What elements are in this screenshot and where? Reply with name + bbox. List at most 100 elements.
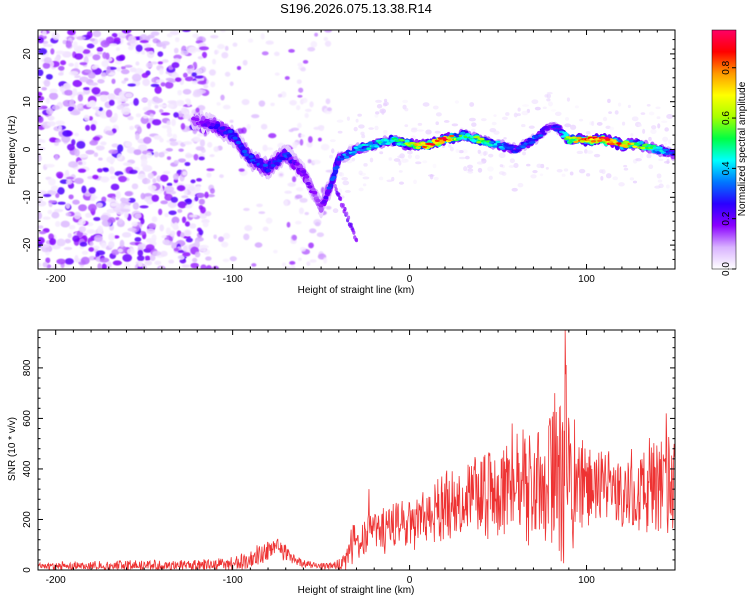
heatmap-cell [307, 159, 312, 164]
heatmap-cell [128, 197, 136, 203]
heatmap-cell [107, 93, 116, 101]
heatmap-cell [72, 79, 83, 88]
heatmap-cell [181, 264, 190, 268]
heatmap-cell [38, 196, 43, 203]
heatmap-cell [574, 105, 579, 109]
heatmap-cell [477, 149, 481, 154]
heatmap-cell [576, 136, 582, 140]
heatmap-cell [48, 200, 58, 204]
heatmap-cell [57, 187, 65, 195]
heatmap-cell [58, 72, 64, 76]
heatmap-cell [449, 146, 454, 152]
heatmap-cell [657, 123, 661, 129]
heatmap-cell [291, 234, 297, 241]
heatmap-cell [199, 120, 205, 124]
heatmap-cell [68, 225, 76, 230]
heatmap-cell [496, 142, 503, 146]
heatmap-cell [477, 167, 483, 173]
heatmap-cell [548, 101, 553, 107]
heatmap-cell [227, 129, 233, 134]
colorbar-tick-label: 0.6 [721, 111, 732, 125]
heatmap-cell [534, 106, 541, 111]
heatmap-cell [585, 173, 591, 177]
heatmap-cell [67, 106, 75, 112]
heatmap-cell [86, 31, 93, 39]
heatmap-cell [77, 168, 87, 173]
heatmap-cell [398, 170, 403, 173]
heatmap-cell [64, 258, 74, 265]
heatmap-cell [295, 194, 303, 199]
heatmap-cell [312, 190, 318, 195]
heatmap-cell [404, 107, 409, 112]
heatmap-cell [242, 149, 248, 154]
heatmap-cell [87, 175, 94, 180]
heatmap-cell [417, 143, 423, 147]
heatmap-cell [178, 148, 184, 152]
heatmap-cell [177, 208, 183, 213]
heatmap-cell [286, 221, 291, 228]
heatmap-cell [344, 190, 351, 193]
heatmap-cell [555, 125, 561, 128]
heatmap-cell [358, 124, 365, 129]
heatmap-cell [158, 104, 168, 108]
heatmap-cell [406, 150, 413, 155]
heatmap-cell [378, 176, 384, 181]
heatmap-cell [120, 66, 126, 70]
heatmap-cell [122, 162, 133, 166]
heatmap-cell [539, 173, 544, 177]
heatmap-cell [90, 124, 97, 131]
heatmap-cell [299, 246, 307, 252]
heatmap-cell [290, 264, 296, 269]
heatmap-cell [265, 217, 273, 224]
heatmap-cell [183, 141, 193, 145]
heatmap-cell [97, 51, 103, 55]
heatmap-cell [49, 238, 57, 246]
heatmap-cell [164, 185, 175, 193]
heatmap-cell [363, 162, 368, 167]
heatmap-cell [56, 258, 66, 265]
heatmap-cell [320, 143, 330, 151]
heatmap-cell [451, 123, 459, 127]
heatmap-cell [66, 176, 75, 180]
heatmap-cell [491, 121, 497, 126]
heatmap-cell [516, 113, 521, 117]
heatmap-cell [108, 240, 115, 249]
line-ytick-label: 0 [22, 567, 33, 573]
heatmap-cell [174, 77, 182, 82]
heatmap-cell [193, 153, 199, 161]
heatmap-cell [150, 61, 158, 65]
heatmap-cell [205, 265, 212, 269]
heatmap-cell [38, 69, 44, 77]
heatmap-cell [326, 107, 332, 112]
heatmap-cell [64, 238, 72, 244]
heatmap-cell [145, 244, 155, 251]
heatmap-cell [593, 153, 601, 158]
heatmap-cell [495, 140, 501, 144]
heatmap-cell [133, 98, 139, 106]
heatmap-cell [350, 152, 356, 156]
heatmap-cell [137, 243, 147, 249]
heatmap-cell [663, 160, 670, 164]
heatmap-cell [100, 72, 107, 77]
heatmap-cell [638, 140, 644, 145]
heatmap-cell [63, 246, 73, 251]
heatmap-cell [229, 81, 234, 87]
heatmap-cell [115, 217, 120, 221]
heatmap-cell [232, 42, 238, 47]
heatmap-cell [433, 141, 439, 144]
heatmap-cell [666, 114, 674, 119]
heatmap-cell [49, 88, 58, 93]
heatmap-cell [74, 75, 81, 79]
heatmap-cell [407, 154, 412, 159]
line-xtick-label: 0 [407, 575, 413, 586]
heatmap-cell [76, 140, 86, 149]
heatmap-cell [78, 226, 86, 233]
heatmap-cell [244, 225, 253, 232]
heatmap-cell [41, 86, 47, 91]
heatmap-cell [360, 131, 365, 136]
heatmap-cell [260, 123, 268, 130]
heatmap-cell [62, 130, 72, 137]
heatmap-cell [39, 230, 47, 235]
heatmap-cell [157, 61, 164, 65]
